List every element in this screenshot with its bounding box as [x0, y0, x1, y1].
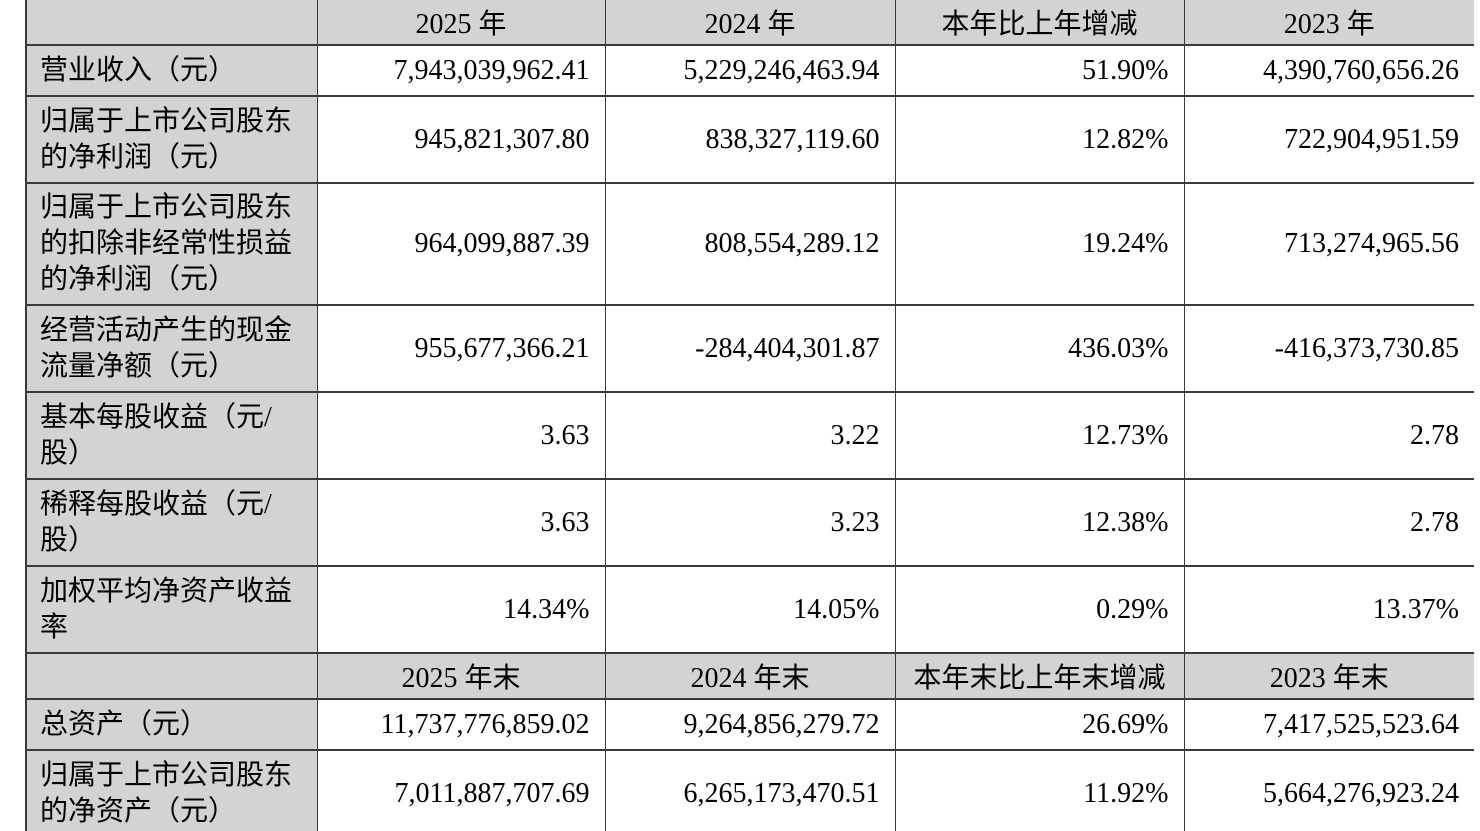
table-row-weighted-avg-roe: 加权平均净资产收益 率 14.34% 14.05% 0.29% 13.37% [27, 565, 1474, 654]
cell-value: 26.69% [894, 698, 1185, 751]
row-label: 营业收入（元） [27, 44, 318, 97]
year-end-header-2023: 2023 年末 [1183, 652, 1474, 700]
cell-value: 7,011,887,707.69 [316, 749, 606, 831]
row-label: 基本每股收益（元/ 股） [27, 391, 318, 480]
annual-header-2024: 2024 年 [604, 0, 896, 46]
table-row-net-profit: 归属于上市公司股东 的净利润（元） 945,821,307.80 838,327… [27, 95, 1474, 184]
cell-value: 945,821,307.80 [316, 95, 606, 184]
cell-value: 955,677,366.21 [316, 304, 606, 393]
cell-value: 3.23 [604, 478, 896, 567]
cell-value: 838,327,119.60 [604, 95, 896, 184]
financial-summary-table: 2025 年 2024 年 本年比上年增减 2023 年 营业收入（元） 7,9… [25, 0, 1474, 831]
year-end-header-corner-cell [27, 652, 318, 700]
cell-value: 12.82% [894, 95, 1185, 184]
year-end-header-yoy-change: 本年末比上年末增减 [894, 652, 1185, 700]
row-label: 稀释每股收益（元/ 股） [27, 478, 318, 567]
cell-value: 3.63 [316, 478, 606, 567]
cell-value: 3.63 [316, 391, 606, 480]
cell-value: -284,404,301.87 [604, 304, 896, 393]
cell-value: 5,229,246,463.94 [604, 44, 896, 97]
cell-value: -416,373,730.85 [1183, 304, 1474, 393]
table-row-net-profit-excl-nonrecurring: 归属于上市公司股东 的扣除非经常性损益 的净利润（元） 964,099,887.… [27, 182, 1474, 306]
cell-value: 713,274,965.56 [1183, 182, 1474, 306]
row-label: 经营活动产生的现金 流量净额（元） [27, 304, 318, 393]
cell-value: 7,943,039,962.41 [316, 44, 606, 97]
cell-value: 7,417,525,523.64 [1183, 698, 1474, 751]
cell-value: 722,904,951.59 [1183, 95, 1474, 184]
year-end-header-2025: 2025 年末 [316, 652, 606, 700]
cell-value: 2.78 [1183, 478, 1474, 567]
year-end-header-row: 2025 年末 2024 年末 本年末比上年末增减 2023 年末 [27, 652, 1474, 700]
cell-value: 0.29% [894, 565, 1185, 654]
year-end-header-2024: 2024 年末 [604, 652, 896, 700]
annual-header-row: 2025 年 2024 年 本年比上年增减 2023 年 [27, 0, 1474, 46]
cell-value: 808,554,289.12 [604, 182, 896, 306]
cell-value: 964,099,887.39 [316, 182, 606, 306]
row-label: 归属于上市公司股东 的扣除非经常性损益 的净利润（元） [27, 182, 318, 306]
annual-header-yoy-change: 本年比上年增减 [894, 0, 1185, 46]
table-row-operating-cash-flow: 经营活动产生的现金 流量净额（元） 955,677,366.21 -284,40… [27, 304, 1474, 393]
cell-value: 4,390,760,656.26 [1183, 44, 1474, 97]
table-row-diluted-eps: 稀释每股收益（元/ 股） 3.63 3.23 12.38% 2.78 [27, 478, 1474, 567]
annual-header-corner-cell [27, 0, 318, 46]
row-label: 加权平均净资产收益 率 [27, 565, 318, 654]
cell-value: 14.05% [604, 565, 896, 654]
table-row-total-assets: 总资产（元） 11,737,776,859.02 9,264,856,279.7… [27, 698, 1474, 751]
table-row-basic-eps: 基本每股收益（元/ 股） 3.63 3.22 12.73% 2.78 [27, 391, 1474, 480]
cell-value: 19.24% [894, 182, 1185, 306]
cell-value: 12.73% [894, 391, 1185, 480]
cell-value: 13.37% [1183, 565, 1474, 654]
cell-value: 2.78 [1183, 391, 1474, 480]
table-row-net-assets: 归属于上市公司股东 的净资产（元） 7,011,887,707.69 6,265… [27, 749, 1474, 831]
key-accounting-data-table: 2025 年 2024 年 本年比上年增减 2023 年 营业收入（元） 7,9… [27, 0, 1474, 831]
cell-value: 6,265,173,470.51 [604, 749, 896, 831]
annual-header-2023: 2023 年 [1183, 0, 1474, 46]
annual-header-2025: 2025 年 [316, 0, 606, 46]
row-label: 归属于上市公司股东 的净利润（元） [27, 95, 318, 184]
cell-value: 14.34% [316, 565, 606, 654]
cell-value: 11,737,776,859.02 [316, 698, 606, 751]
cell-value: 11.92% [894, 749, 1185, 831]
row-label: 总资产（元） [27, 698, 318, 751]
cell-value: 51.90% [894, 44, 1185, 97]
cell-value: 436.03% [894, 304, 1185, 393]
row-label: 归属于上市公司股东 的净资产（元） [27, 749, 318, 831]
cell-value: 5,664,276,923.24 [1183, 749, 1474, 831]
table-row-operating-revenue: 营业收入（元） 7,943,039,962.41 5,229,246,463.9… [27, 44, 1474, 97]
cell-value: 9,264,856,279.72 [604, 698, 896, 751]
cell-value: 3.22 [604, 391, 896, 480]
cell-value: 12.38% [894, 478, 1185, 567]
